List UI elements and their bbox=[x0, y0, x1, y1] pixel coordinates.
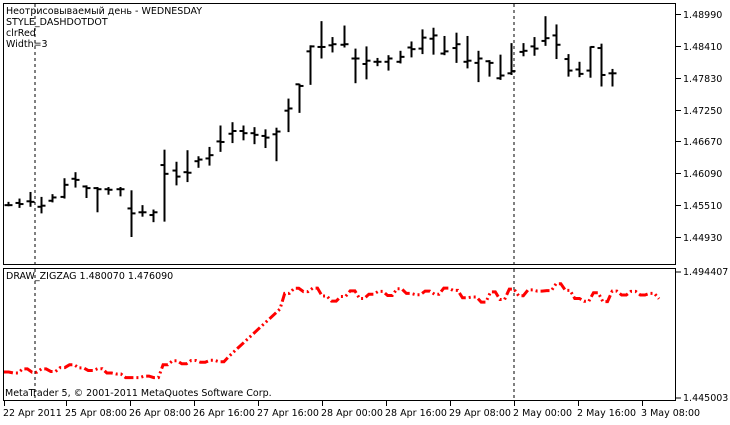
copyright-text: MetaTrader 5, © 2001-2011 MetaQuotes Sof… bbox=[5, 388, 272, 399]
time-tick-label: 26 Apr 08:00 bbox=[129, 408, 191, 419]
chart-info-line-1: Неотрисовываемый день - WEDNESDAY bbox=[6, 6, 203, 17]
time-tick-label: 29 Apr 08:00 bbox=[449, 408, 511, 419]
ohlc-bar bbox=[149, 209, 158, 223]
time-tick-label: 2 May 16:00 bbox=[577, 408, 636, 419]
price-scale: 1.48990 1.48410 1.47830 1.47250 1.46670 1.460… bbox=[676, 10, 722, 244]
time-tick-label: 28 Apr 00:00 bbox=[321, 408, 383, 419]
price-tick-label: 1.48410 bbox=[683, 42, 722, 53]
ohlc-bar bbox=[205, 146, 214, 166]
time-tick-label: 27 Apr 16:00 bbox=[257, 408, 319, 419]
ohlc-bar bbox=[407, 41, 416, 58]
ohlc-bars bbox=[4, 16, 617, 237]
ohlc-bar bbox=[575, 61, 584, 78]
ohlc-bar bbox=[328, 37, 337, 53]
chart-info-line-4: Width=3 bbox=[6, 39, 48, 50]
ohlc-bar bbox=[160, 149, 169, 222]
ohlc-bar bbox=[104, 187, 113, 195]
ohlc-bar bbox=[384, 55, 393, 71]
ohlc-bar bbox=[396, 50, 405, 64]
ohlc-bar bbox=[261, 129, 270, 149]
ohlc-bar bbox=[26, 191, 35, 207]
price-tick-label: 1.46090 bbox=[683, 169, 722, 180]
time-tick-label: 22 Apr 2011 bbox=[3, 408, 62, 419]
ohlc-bar bbox=[564, 54, 573, 77]
ohlc-bar bbox=[4, 201, 13, 207]
price-tick-label: 1.44930 bbox=[683, 233, 722, 244]
ohlc-bar bbox=[452, 32, 461, 63]
price-tick-label: 1.48990 bbox=[683, 10, 722, 21]
indicator-scale-top: 1.494407 bbox=[683, 267, 729, 278]
ohlc-bar bbox=[116, 187, 125, 197]
time-tick-label: 2 May 00:00 bbox=[513, 408, 572, 419]
ohlc-bar bbox=[183, 150, 192, 183]
chart-info-line-2: STYLE_DASHDOTDOT bbox=[6, 17, 108, 28]
ohlc-bar bbox=[71, 172, 80, 188]
ohlc-bar bbox=[239, 125, 248, 141]
ohlc-bar bbox=[496, 54, 505, 80]
time-tick-label: 28 Apr 16:00 bbox=[385, 408, 447, 419]
price-tick-label: 1.46670 bbox=[683, 137, 722, 148]
ohlc-bar bbox=[172, 161, 181, 186]
ohlc-bar bbox=[440, 35, 449, 56]
zigzag-series bbox=[4, 282, 661, 380]
indicator-title: DRAW_ZIGZAG 1.480070 1.476090 bbox=[6, 271, 174, 282]
ohlc-bar bbox=[295, 83, 304, 113]
ohlc-bar bbox=[48, 194, 57, 203]
ohlc-bar bbox=[530, 37, 539, 56]
time-tick-label: 26 Apr 16:00 bbox=[193, 408, 255, 419]
ohlc-bar bbox=[60, 178, 69, 199]
ohlc-bar bbox=[519, 43, 528, 57]
ohlc-bar bbox=[597, 43, 606, 87]
ohlc-bar bbox=[15, 198, 24, 208]
ohlc-bar bbox=[82, 185, 91, 199]
ohlc-bar bbox=[194, 156, 203, 168]
ohlc-bar bbox=[351, 48, 360, 84]
time-tick-label: 25 Apr 08:00 bbox=[65, 408, 127, 419]
time-scale: 22 Apr 2011 25 Apr 08:00 26 Apr 08:00 26 Ap… bbox=[3, 401, 700, 419]
time-tick-label: 3 May 08:00 bbox=[641, 408, 700, 419]
ohlc-bar bbox=[485, 60, 494, 77]
price-tick-label: 1.45510 bbox=[683, 201, 722, 212]
chart-info-line-3: clrRed bbox=[6, 28, 36, 39]
ohlc-bar bbox=[228, 122, 237, 144]
ohlc-bar bbox=[608, 68, 617, 87]
ohlc-bar bbox=[317, 21, 326, 59]
ohlc-bar bbox=[463, 35, 472, 69]
ohlc-bar bbox=[552, 24, 561, 60]
ohlc-bar bbox=[284, 98, 293, 133]
ohlc-bar bbox=[250, 127, 259, 145]
ohlc-bar bbox=[586, 45, 595, 78]
indicator-scale-bottom: 1.445003 bbox=[683, 393, 729, 404]
ohlc-bar bbox=[362, 46, 371, 80]
zigzag-line bbox=[4, 282, 661, 380]
ohlc-bar bbox=[507, 43, 516, 75]
ohlc-bar bbox=[93, 187, 102, 213]
ohlc-bar bbox=[541, 16, 550, 46]
ohlc-bar bbox=[474, 50, 483, 83]
ohlc-bar bbox=[373, 57, 382, 67]
ohlc-bar bbox=[127, 190, 136, 237]
ohlc-bar bbox=[272, 127, 281, 162]
indicator-panel-frame bbox=[3, 268, 676, 401]
main-panel-frame bbox=[3, 3, 676, 265]
ohlc-bar bbox=[216, 125, 225, 152]
ohlc-bar bbox=[306, 45, 315, 85]
ohlc-bar bbox=[418, 29, 427, 55]
ohlc-bar bbox=[37, 196, 46, 214]
ohlc-bar bbox=[138, 205, 147, 217]
ohlc-bar bbox=[429, 27, 438, 55]
price-tick-label: 1.47830 bbox=[683, 74, 722, 85]
price-tick-label: 1.47250 bbox=[683, 106, 722, 117]
ohlc-bar bbox=[340, 25, 349, 48]
